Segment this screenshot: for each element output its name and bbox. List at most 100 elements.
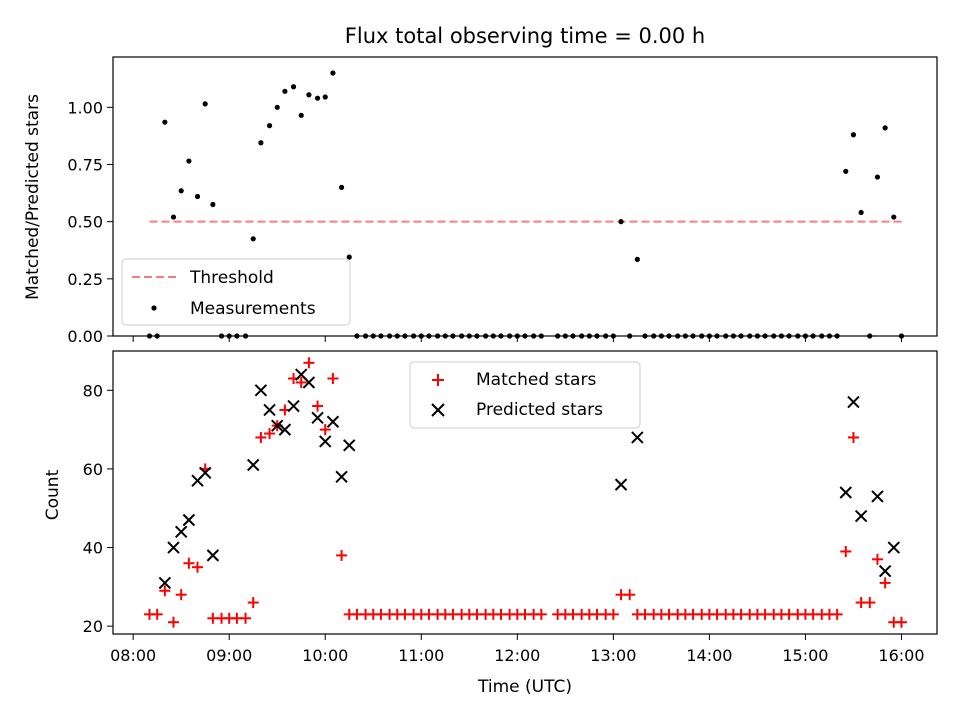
ratio-y-tick-label: 0.50 bbox=[67, 213, 103, 232]
matched-star-point bbox=[264, 428, 276, 440]
matched-star-point bbox=[879, 577, 891, 589]
measurement-point bbox=[258, 140, 264, 146]
measurement-point bbox=[874, 174, 881, 180]
ratio-legend: Threshold Measurements bbox=[121, 258, 351, 326]
predicted-x-b bbox=[167, 541, 180, 554]
measurement-point bbox=[306, 92, 312, 98]
predicted-x-b bbox=[854, 509, 868, 523]
measurement-point bbox=[290, 84, 297, 90]
predicted-star-point bbox=[263, 403, 276, 417]
y-axis-label-count: Count bbox=[43, 469, 63, 520]
predicted-star-point bbox=[839, 486, 852, 499]
predicted-x-b bbox=[335, 470, 348, 483]
count-axes-frame bbox=[112, 350, 938, 635]
measurement-point bbox=[162, 119, 168, 125]
predicted-star-point bbox=[182, 513, 196, 527]
predicted-x-b bbox=[287, 399, 300, 413]
predicted-x-b bbox=[839, 486, 852, 499]
measurement-point bbox=[250, 236, 256, 242]
predicted-star-point bbox=[326, 415, 340, 428]
count-legend: Matched stars Predicted stars bbox=[409, 361, 641, 429]
count-x-tick-label: 10:00 bbox=[302, 646, 348, 665]
legend-predicted-swatch bbox=[431, 403, 445, 417]
measurement-point bbox=[274, 104, 280, 110]
predicted-star-point bbox=[206, 549, 220, 562]
measurement-point bbox=[178, 188, 184, 194]
measurement-point bbox=[850, 132, 857, 138]
count-y-tick-label: 20 bbox=[83, 617, 103, 636]
matched-star-point bbox=[159, 585, 171, 597]
predicted-star-point bbox=[287, 399, 300, 413]
matched-star-point bbox=[151, 608, 163, 620]
predicted-star-point bbox=[254, 384, 268, 397]
predicted-x-b bbox=[631, 431, 644, 444]
count-y-tick-label: 40 bbox=[83, 539, 103, 558]
legend-predicted-label: Predicted stars bbox=[476, 400, 603, 420]
matched-star-point bbox=[864, 597, 876, 609]
legend-frame bbox=[121, 258, 351, 326]
predicted-star-point bbox=[174, 525, 188, 539]
ratio-y-tick-label: 0.00 bbox=[67, 327, 103, 346]
predicted-x-b bbox=[182, 513, 196, 527]
measurement-point bbox=[202, 101, 208, 107]
measurement-point bbox=[843, 168, 849, 174]
measurement-point bbox=[891, 214, 897, 220]
count-plot-area: 20 40 60 80 08:00 09:00 10:00 11:00 12:00 13:00 14… bbox=[83, 350, 938, 665]
predicted-star-point bbox=[847, 395, 860, 409]
predicted-x-b bbox=[319, 435, 332, 448]
matched-star-point bbox=[624, 589, 636, 601]
predicted-x-b bbox=[847, 395, 860, 409]
predicted-star-point bbox=[302, 376, 316, 389]
matched-star-point bbox=[175, 589, 187, 601]
count-x-tick-label: 09:00 bbox=[206, 646, 252, 665]
count-panel: Count Time (UTC) 20 40 60 80 08:00 09:00 10:00… bbox=[43, 350, 938, 697]
matched-star-point bbox=[840, 545, 852, 557]
legend-measurements-label: Measurements bbox=[190, 299, 316, 319]
legend-measurements-swatch bbox=[151, 305, 157, 311]
matched-star-point bbox=[192, 561, 204, 573]
ratio-panel: Flux total observing time = 0.00 h Match… bbox=[23, 24, 938, 346]
predicted-star-point bbox=[311, 411, 324, 425]
predicted-x-b bbox=[198, 466, 212, 480]
measurement-point bbox=[210, 201, 216, 208]
count-y-tick-label: 80 bbox=[83, 381, 103, 400]
matched-star-point bbox=[168, 616, 180, 628]
measurement-point bbox=[194, 193, 201, 200]
measurement-point bbox=[322, 94, 328, 100]
measurement-point bbox=[266, 123, 273, 129]
predicted-x-b bbox=[295, 368, 308, 381]
chart-title: Flux total observing time = 0.00 h bbox=[345, 24, 705, 48]
legend-matched-swatch bbox=[432, 374, 444, 386]
measurement-point bbox=[282, 88, 288, 94]
measurement-point bbox=[338, 184, 345, 190]
measurement-point bbox=[186, 158, 192, 164]
ratio-axes-frame bbox=[112, 56, 938, 337]
measurement-point bbox=[346, 254, 352, 260]
predicted-x-b bbox=[871, 490, 884, 503]
matched-star-point bbox=[327, 373, 339, 385]
y-axis-label-ratio: Matched/Predicted stars bbox=[23, 94, 43, 300]
predicted-x-b bbox=[174, 525, 188, 539]
predicted-x-b bbox=[878, 564, 892, 578]
predicted-star-point bbox=[198, 466, 212, 480]
matched-star-point bbox=[895, 616, 907, 628]
matched-star-point bbox=[607, 608, 619, 620]
predicted-x-b bbox=[326, 415, 340, 428]
measurement-point bbox=[170, 214, 177, 220]
count-x-tick-label: 08:00 bbox=[110, 646, 156, 665]
matched-star-point bbox=[847, 431, 859, 443]
predicted-star-point bbox=[871, 490, 884, 503]
predicted-star-point bbox=[614, 478, 628, 491]
measurement-point bbox=[858, 209, 864, 216]
predicted-x-b bbox=[263, 403, 276, 417]
matched-star-point bbox=[312, 400, 324, 412]
measurement-point bbox=[882, 125, 888, 131]
measurement-point bbox=[314, 95, 321, 101]
count-x-tick-label: 11:00 bbox=[398, 646, 444, 665]
predicted-x-b bbox=[311, 411, 324, 425]
predicted-x-b bbox=[254, 384, 268, 397]
ratio-y-tick-label: 0.25 bbox=[67, 270, 103, 289]
legend-frame bbox=[409, 361, 641, 429]
measurement-point bbox=[330, 70, 336, 76]
